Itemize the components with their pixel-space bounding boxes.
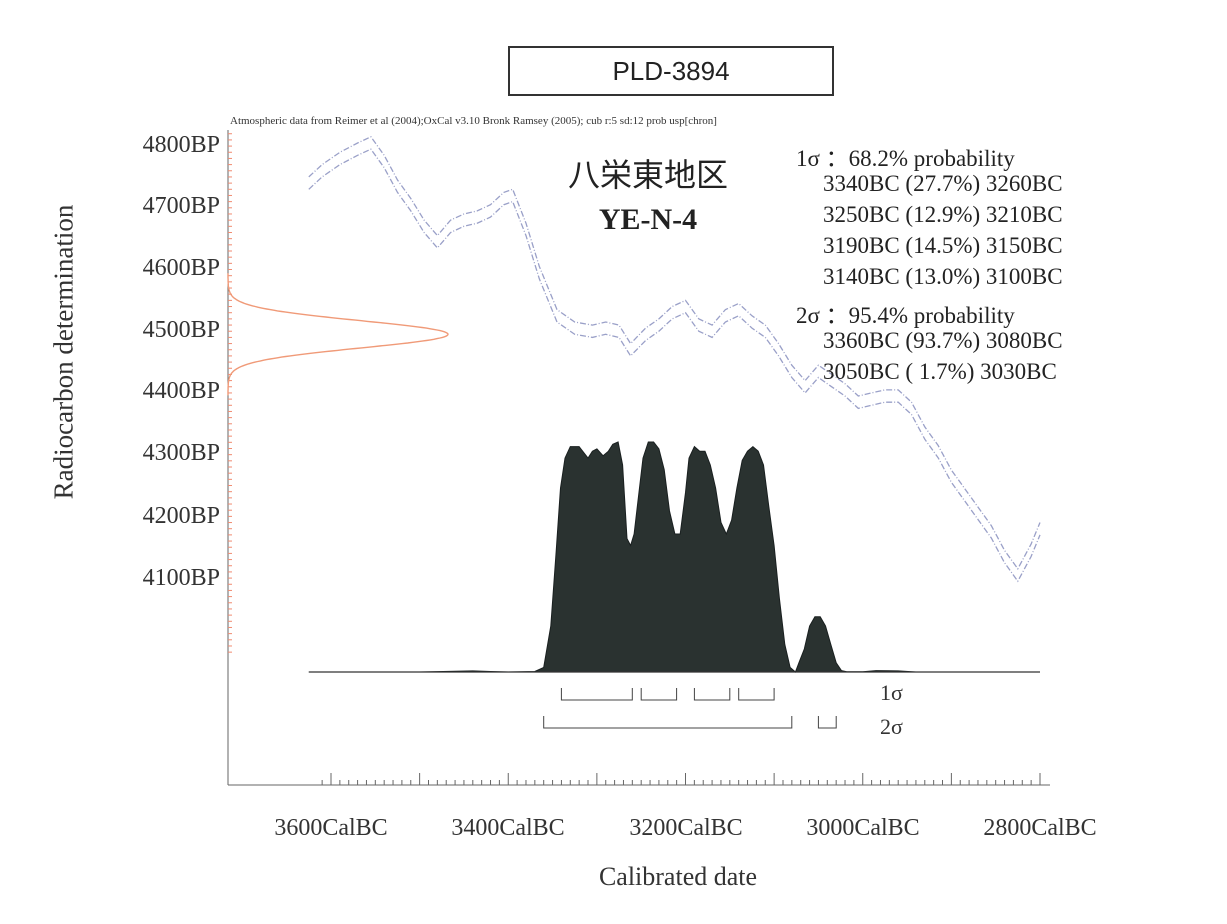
two-sigma-range-bracket — [817, 716, 837, 729]
two-sigma-label: 2σ — [880, 714, 903, 739]
one-sigma-line: 3340BC (27.7%) 3260BC — [823, 171, 1063, 196]
two-sigma-range-bracket — [543, 716, 793, 729]
two-sigma-line: 3050BC ( 1.7%) 3030BC — [823, 359, 1057, 384]
curve-lower-band — [308, 148, 1041, 583]
y-tick-label: 4300BP — [142, 440, 220, 466]
x-axis-label: Calibrated date — [598, 862, 758, 891]
one-sigma-range-bracket — [738, 688, 775, 701]
one-sigma-label: 1σ — [880, 680, 903, 705]
one-sigma-header: 1σ ：68.2% probability — [796, 146, 1015, 171]
curve-upper-band — [308, 135, 1041, 571]
y-tick-label: 4500BP — [142, 317, 220, 343]
x-tick-label: 3400CalBC — [451, 815, 565, 841]
calibration-curve — [308, 135, 1041, 583]
bp-distribution-line — [227, 273, 449, 396]
axes — [227, 130, 1050, 786]
two-sigma-header: 2σ ：95.4% probability — [796, 303, 1015, 328]
y-tick-label: 4600BP — [142, 255, 220, 281]
site-name: 八栄東地区 — [567, 156, 729, 194]
calibrated-probability-distribution — [308, 441, 1040, 673]
chart-title: PLD-3894 — [612, 55, 730, 86]
two-sigma-line: 3360BC (93.7%) 3080BC — [823, 328, 1063, 353]
sample-code-box: PLD-3894 — [508, 46, 834, 96]
radiocarbon-distribution — [227, 273, 449, 396]
one-sigma-line: 3190BC (14.5%) 3150BC — [823, 233, 1063, 258]
x-tick-label: 2800CalBC — [983, 815, 1097, 841]
y-tick-label: 4400BP — [142, 378, 220, 404]
one-sigma-range-bracket — [560, 688, 633, 701]
y-tick-label: 4700BP — [142, 193, 220, 219]
y-tick-label: 4800BP — [142, 132, 220, 158]
x-tick-label: 3200CalBC — [629, 815, 743, 841]
one-sigma-line: 3250BC (12.9%) 3210BC — [823, 202, 1063, 227]
y-tick-label: 4200BP — [142, 503, 220, 529]
sigma-ranges — [543, 688, 837, 729]
one-sigma-range-bracket — [693, 688, 731, 701]
sample-id: YE-N-4 — [598, 203, 698, 236]
one-sigma-range-bracket — [640, 688, 678, 701]
x-tick-label: 3000CalBC — [806, 815, 920, 841]
y-tick-label: 4100BP — [142, 565, 220, 591]
probability-area — [308, 441, 1040, 673]
one-sigma-line: 3140BC (13.0%) 3100BC — [823, 264, 1063, 289]
x-tick-label: 3600CalBC — [274, 815, 388, 841]
chart-subtitle: Atmospheric data from Reimer et al (2004… — [230, 115, 717, 127]
